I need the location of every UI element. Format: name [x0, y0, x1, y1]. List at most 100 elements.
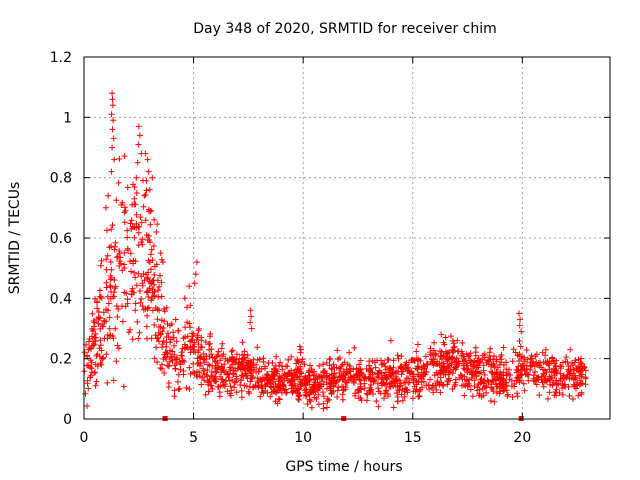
data-point — [165, 380, 172, 386]
y-tick-label: 0 — [63, 412, 72, 428]
data-point — [161, 305, 167, 312]
data-point — [575, 363, 582, 370]
data-point — [245, 388, 252, 395]
y-tick-labels: 0 0.2 0.4 0.6 0.8 1 1.2 — [50, 50, 72, 428]
data-point — [137, 214, 144, 221]
data-point — [113, 197, 120, 204]
data-point — [220, 351, 227, 358]
data-point — [390, 364, 397, 371]
data-point — [151, 321, 158, 328]
data-point — [171, 393, 178, 400]
data-point — [103, 256, 110, 263]
data-point — [102, 204, 109, 211]
data-point — [318, 383, 325, 390]
data-point — [227, 383, 234, 390]
data-point — [454, 348, 461, 355]
data-point — [544, 395, 551, 402]
data-point — [520, 380, 527, 387]
data-point — [350, 378, 357, 385]
data-point — [98, 347, 105, 354]
data-point — [402, 379, 409, 386]
data-point — [444, 358, 451, 365]
data-point — [467, 350, 474, 357]
data-point — [141, 277, 148, 284]
data-point — [503, 387, 510, 394]
data-point — [155, 329, 162, 336]
data-point — [87, 364, 94, 370]
data-point — [301, 375, 308, 382]
data-point — [550, 379, 557, 386]
data-point — [582, 374, 589, 381]
x-tick-label: 5 — [189, 430, 198, 446]
data-point — [440, 352, 447, 359]
data-point — [142, 305, 149, 312]
data-point — [137, 299, 144, 306]
data-point — [294, 385, 301, 392]
data-point — [459, 339, 466, 346]
data-point — [509, 358, 516, 365]
x-axis-label: GPS time / hours — [285, 459, 402, 475]
data-point — [347, 373, 354, 380]
data-point — [384, 393, 391, 400]
data-point — [151, 271, 158, 278]
data-point — [467, 386, 474, 393]
data-point — [190, 369, 197, 376]
data-point — [491, 398, 498, 405]
data-point — [145, 294, 152, 300]
y-axis-label: SRMTID / TECUs — [7, 182, 23, 295]
data-point — [552, 389, 559, 395]
data-point — [416, 393, 423, 400]
data-point — [540, 372, 547, 379]
data-point — [149, 174, 156, 181]
data-point — [326, 372, 333, 379]
data-point — [229, 347, 236, 354]
data-point — [88, 345, 95, 352]
data-point — [369, 357, 376, 364]
data-point — [336, 369, 343, 376]
data-point — [430, 382, 437, 389]
data-point — [379, 382, 385, 389]
data-point — [187, 324, 193, 331]
data-point — [398, 371, 405, 378]
data-point — [133, 282, 140, 289]
data-point — [89, 310, 96, 317]
data-point — [394, 352, 401, 359]
data-point — [150, 243, 157, 249]
x-tick-label: 20 — [513, 430, 531, 446]
data-point — [541, 376, 548, 383]
data-point — [98, 257, 105, 264]
data-point — [426, 386, 433, 393]
data-point — [514, 366, 521, 373]
data-point — [244, 375, 251, 382]
data-point — [516, 358, 523, 364]
data-point — [107, 259, 114, 265]
data-point — [252, 382, 259, 389]
data-point — [215, 352, 222, 359]
data-point — [103, 306, 110, 313]
data-point — [149, 307, 156, 314]
data-point — [129, 336, 136, 343]
data-point — [301, 361, 308, 368]
data-point — [311, 394, 318, 401]
data-point — [135, 335, 142, 342]
data-point — [331, 364, 338, 371]
data-point — [464, 383, 471, 390]
data-point — [503, 359, 510, 366]
data-point — [465, 365, 472, 372]
data-point — [119, 267, 126, 274]
data-point — [155, 287, 162, 294]
data-point — [154, 277, 161, 284]
data-point — [96, 287, 103, 294]
data-point — [148, 266, 154, 273]
data-point — [96, 315, 103, 322]
data-point — [131, 234, 138, 241]
data-point — [133, 220, 140, 227]
x-tick-labels: 0 5 10 15 20 — [80, 430, 532, 446]
data-point — [205, 361, 212, 368]
data-point — [93, 378, 100, 385]
data-point — [385, 373, 392, 380]
data-point — [163, 334, 170, 340]
data-point — [440, 382, 447, 389]
data-point — [193, 259, 200, 266]
data-point — [159, 341, 166, 348]
